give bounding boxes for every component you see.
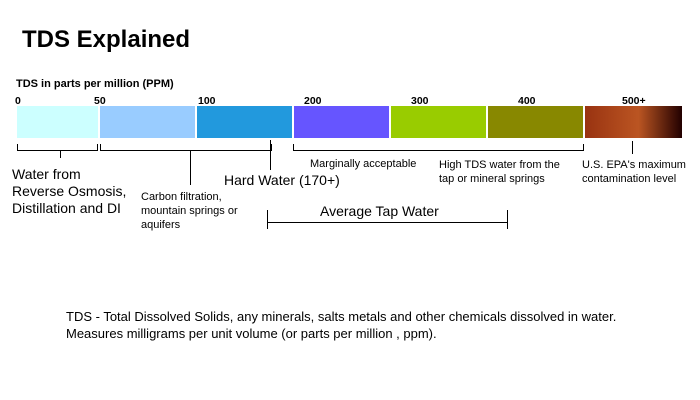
- bracket-marginal-bar: [293, 150, 584, 151]
- label-ro-line-1: Water from: [12, 166, 81, 182]
- scale-segment-400-500: [585, 106, 682, 138]
- label-average-tap-water: Average Tap Water: [320, 203, 439, 219]
- label-carbon-filtration: Carbon filtration, mountain springs or a…: [141, 190, 238, 232]
- scale-segment-100-150: [197, 106, 294, 138]
- bracket-ro-stem: [60, 150, 61, 158]
- tick-label-500-plus: 500+: [622, 95, 646, 107]
- scale-segment-150-200: [294, 106, 391, 138]
- label-high-tds: High TDS water from the tap or mineral s…: [439, 158, 560, 186]
- bracket-marginal-left: [293, 144, 294, 151]
- bracket-ro-bar: [17, 150, 98, 151]
- tick-label-50: 50: [94, 95, 106, 107]
- label-high-line-2: tap or mineral springs: [439, 173, 545, 185]
- scale-segment-300-400: [488, 106, 585, 138]
- label-ro-line-2: Reverse Osmosis,: [12, 183, 127, 199]
- scale-segment-0-50: [17, 106, 100, 138]
- label-hard-water: Hard Water (170+): [224, 172, 340, 188]
- bracket-ro-right: [97, 144, 98, 151]
- bracket-marginal-right: [583, 144, 584, 151]
- label-epa-line-1: U.S. EPA's maximum: [582, 159, 686, 171]
- epa-pointer: [632, 141, 633, 154]
- bracket-carbon-bar: [100, 150, 272, 151]
- label-carbon-line-1: Carbon filtration,: [141, 191, 222, 203]
- bracket-tap-bar: [267, 222, 508, 223]
- tick-label-400: 400: [518, 95, 536, 107]
- label-high-line-1: High TDS water from the: [439, 159, 560, 171]
- scale-segment-200-300: [391, 106, 488, 138]
- scale-segment-50-100: [100, 106, 197, 138]
- tick-label-300: 300: [411, 95, 429, 107]
- description-line-2: Measures milligrams per unit volume (or …: [66, 326, 437, 341]
- label-epa-line-2: contamination level: [582, 173, 677, 185]
- bracket-carbon-stem: [190, 150, 191, 185]
- page-title: TDS Explained: [22, 26, 191, 53]
- label-marginally-acceptable: Marginally acceptable: [310, 158, 417, 170]
- label-epa-maximum: U.S. EPA's maximum contamination level: [582, 158, 686, 186]
- hard-water-pointer: [270, 140, 271, 170]
- label-reverse-osmosis: Water from Reverse Osmosis, Distillation…: [12, 166, 126, 217]
- bracket-tap-right: [507, 210, 508, 229]
- bracket-carbon-left: [100, 144, 101, 151]
- tds-description: TDS - Total Dissolved Solids, any minera…: [66, 308, 616, 342]
- scale-subtitle: TDS in parts per million (PPM): [16, 78, 174, 90]
- bracket-tap-left: [267, 210, 268, 229]
- bracket-ro-left: [17, 144, 18, 151]
- bracket-carbon-right: [271, 144, 272, 151]
- label-carbon-line-2: mountain springs or: [141, 205, 238, 217]
- description-line-1: TDS - Total Dissolved Solids, any minera…: [66, 309, 617, 324]
- tick-label-100: 100: [198, 95, 216, 107]
- label-ro-line-3: Distillation and DI: [12, 200, 121, 216]
- tick-label-0: 0: [15, 95, 21, 107]
- label-carbon-line-3: aquifers: [141, 219, 181, 231]
- tick-label-200: 200: [304, 95, 322, 107]
